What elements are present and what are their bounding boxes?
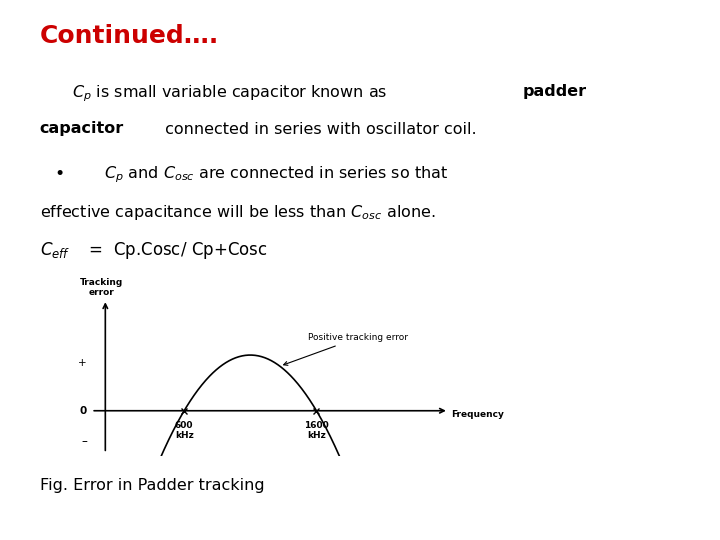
Text: Positive tracking error: Positive tracking error — [284, 333, 408, 365]
Text: $C_p$ is small variable capacitor known as: $C_p$ is small variable capacitor known … — [72, 84, 388, 104]
Text: 600
kHz: 600 kHz — [175, 421, 194, 440]
Text: connected in series with oscillator coil.: connected in series with oscillator coil… — [160, 122, 477, 137]
Text: capacitor: capacitor — [40, 122, 124, 137]
Text: Fig. Error in Padder tracking: Fig. Error in Padder tracking — [40, 478, 264, 493]
Text: Frequency: Frequency — [451, 410, 505, 419]
Text: –: – — [81, 435, 87, 448]
Text: Tracking
error: Tracking error — [79, 278, 122, 298]
Text: effective capacitance will be less than $C_{osc}$ alone.: effective capacitance will be less than … — [40, 202, 436, 221]
Text: $C_p$ and $C_{osc}$ are connected in series so that: $C_p$ and $C_{osc}$ are connected in ser… — [104, 165, 449, 185]
Text: 0: 0 — [80, 406, 87, 416]
Text: +: + — [78, 359, 87, 368]
Text: Continued….: Continued…. — [40, 24, 219, 48]
Text: $C_{eff}$    =  Cp.Cosc/ Cp+Cosc: $C_{eff}$ = Cp.Cosc/ Cp+Cosc — [40, 240, 267, 261]
Text: padder: padder — [523, 84, 587, 99]
Text: 1600
kHz: 1600 kHz — [304, 421, 329, 440]
Text: •: • — [54, 165, 64, 183]
